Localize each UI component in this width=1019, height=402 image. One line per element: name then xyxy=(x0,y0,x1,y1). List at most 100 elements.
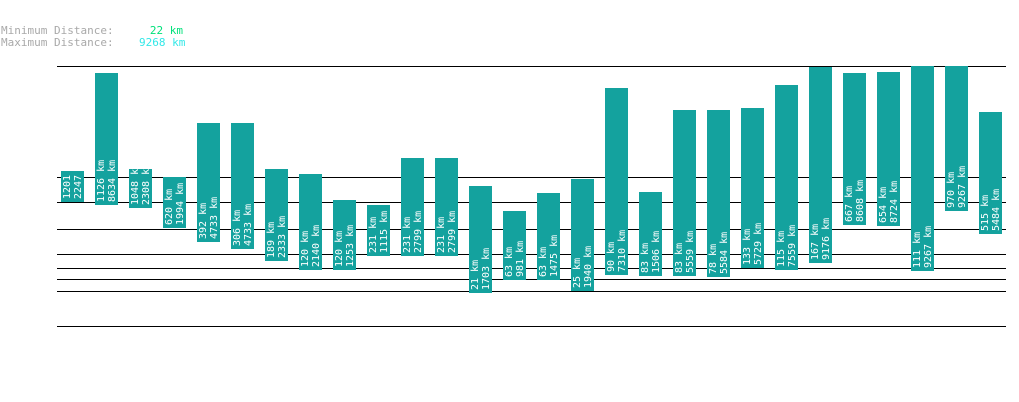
min-distance-label: Minimum Distance: xyxy=(1,24,114,37)
range-bar xyxy=(163,177,186,228)
bar-max-label: 8608 km xyxy=(855,180,866,222)
bar-max-label: 5584 km xyxy=(719,232,730,274)
bar-group-19: 78 km 5584 km xyxy=(707,110,730,277)
max-distance-row: Maximum Distance: 9268 km xyxy=(1,36,186,49)
bar-max-label: 5484 km xyxy=(991,189,1002,231)
range-bar xyxy=(503,211,526,280)
range-bar xyxy=(95,73,118,205)
range-bar xyxy=(707,110,730,277)
bar-min-label: 120 km xyxy=(334,231,345,267)
bar-max-label: 981 km xyxy=(515,241,526,277)
bar-group-12: 21 km 1703 km xyxy=(469,186,492,293)
bar-group-5: 306 km 4733 km xyxy=(231,123,254,249)
bar-min-label: 120 km xyxy=(300,231,311,267)
bar-group-3: 620 km 1994 km xyxy=(163,177,186,228)
bar-min-label: 667 km xyxy=(844,186,855,222)
bar-min-label: 83 km xyxy=(640,243,651,273)
bar-group-8: 120 km 1253 km xyxy=(333,200,356,270)
bar-group-2: 1048 km 2308 km xyxy=(129,163,152,208)
bar-min-label: 1048 km xyxy=(130,163,141,205)
range-bar xyxy=(673,110,696,276)
bar-min-label: 83 km xyxy=(674,243,685,273)
bar-group-27: 515 km 5484 km xyxy=(979,112,1002,234)
bar-max-label: 9267 km xyxy=(923,226,934,268)
bar-min-label: 78 km xyxy=(708,244,719,274)
range-bar xyxy=(61,171,84,202)
bar-min-label: 63 km xyxy=(538,247,549,277)
bar-min-label: 133 km xyxy=(742,229,753,265)
range-bar xyxy=(401,158,424,256)
bar-min-label: 115 km xyxy=(776,231,787,267)
range-bar xyxy=(197,123,220,242)
bar-group-22: 167 km 9176 km xyxy=(809,67,832,263)
range-bar xyxy=(741,108,764,268)
range-bar xyxy=(571,179,594,291)
bar-max-label: 2308 km xyxy=(141,163,152,205)
bar-group-24: 654 km 8724 km xyxy=(877,72,900,226)
bar-max-label: 9267 km xyxy=(957,166,968,208)
range-bar xyxy=(367,205,390,256)
bar-max-label: 1475 km xyxy=(549,235,560,277)
bar-min-label: 1201 xyxy=(62,175,73,199)
bar-group-15: 25 km 1940 km xyxy=(571,179,594,291)
bar-min-label: 111 km xyxy=(912,232,923,268)
range-bar xyxy=(775,85,798,270)
bar-max-label: 7559 km xyxy=(787,225,798,267)
bar-min-label: 231 km xyxy=(368,217,379,253)
bar-group-21: 115 km 7559 km xyxy=(775,85,798,270)
bar-max-label: 5729 km xyxy=(753,223,764,265)
bar-max-label: 2333 km xyxy=(277,216,288,258)
bar-max-label: 4733 km xyxy=(243,204,254,246)
range-bar xyxy=(333,200,356,270)
bar-max-label: 2247 xyxy=(73,175,84,199)
max-distance-value: 9268 km xyxy=(139,36,186,49)
bar-max-label: 1253 km xyxy=(345,225,356,267)
bar-min-label: 231 km xyxy=(436,217,447,253)
bar-max-label: 1703 km xyxy=(481,248,492,290)
bar-group-7: 120 km 2140 km xyxy=(299,174,322,270)
bar-max-label: 1994 km xyxy=(175,183,186,225)
bar-min-label: 167 km xyxy=(810,224,821,260)
bar-group-6: 189 km 2333 km xyxy=(265,169,288,261)
bars: 1201 2247 1126 km 8634 km 1048 km 2308 km 620 … xyxy=(61,66,1002,293)
range-bar xyxy=(809,67,832,263)
bar-min-label: 620 km xyxy=(164,189,175,225)
bar-min-label: 970 km xyxy=(946,172,957,208)
bar-max-label: 2799 km xyxy=(447,211,458,253)
bar-group-14: 63 km 1475 km xyxy=(537,193,560,280)
bar-group-10: 231 km 2799 km xyxy=(401,158,424,256)
bar-min-label: 1126 km xyxy=(96,160,107,202)
range-bar xyxy=(265,169,288,261)
bar-group-17: 83 km 1506 km xyxy=(639,192,662,276)
bar-max-label: 1115 km xyxy=(379,211,390,253)
bar-min-label: 231 km xyxy=(402,217,413,253)
range-bar xyxy=(945,66,968,211)
range-bar xyxy=(299,174,322,270)
bar-min-label: 392 km xyxy=(198,203,209,239)
range-bar xyxy=(537,193,560,280)
bar-group-4: 392 km 4733 km xyxy=(197,123,220,242)
range-bar xyxy=(877,72,900,226)
bar-group-18: 83 km 5559 km xyxy=(673,110,696,276)
bar-min-label: 654 km xyxy=(878,187,889,223)
bar-group-11: 231 km 2799 km xyxy=(435,158,458,256)
bar-group-16: 90 km 7310 km xyxy=(605,88,628,275)
bar-group-13: 63 km 981 km xyxy=(503,211,526,280)
bar-min-label: 25 km xyxy=(572,258,583,288)
bar-max-label: 1940 km xyxy=(583,246,594,288)
bar-max-label: 5559 km xyxy=(685,231,696,273)
bar-group-23: 667 km 8608 km xyxy=(843,73,866,225)
range-bar xyxy=(639,192,662,276)
min-distance-value: 22 km xyxy=(149,24,183,37)
bar-group-26: 970 km 9267 km xyxy=(945,66,968,211)
bar-max-label: 9176 km xyxy=(821,218,832,260)
range-bar xyxy=(469,186,492,293)
min-distance-row: Minimum Distance: 22 km xyxy=(1,25,183,37)
bar-max-label: 8634 km xyxy=(107,160,118,202)
range-bar xyxy=(605,88,628,275)
range-bar xyxy=(435,158,458,256)
bar-max-label: 1506 km xyxy=(651,231,662,273)
range-bar xyxy=(231,123,254,249)
bar-max-label: 7310 km xyxy=(617,230,628,272)
